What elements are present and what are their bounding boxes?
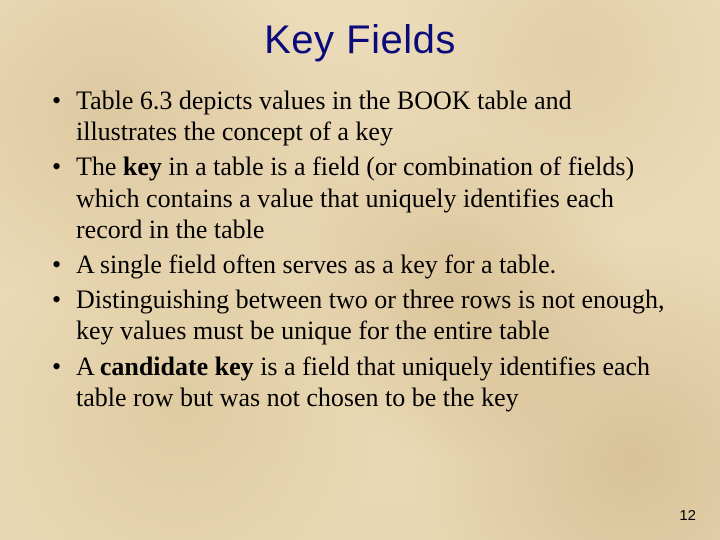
list-item: A candidate key is a field that uniquely… xyxy=(46,351,674,413)
bullet-text-pre: A single field often serves as a key for… xyxy=(76,250,556,279)
bullet-text-pre: A xyxy=(76,352,100,381)
slide: Key Fields Table 6.3 depicts values in t… xyxy=(0,0,720,540)
bullet-list: Table 6.3 depicts values in the BOOK tab… xyxy=(40,85,680,413)
bullet-text-pre: Table 6.3 depicts values in the BOOK tab… xyxy=(76,86,572,146)
bullet-text-pre: Distinguishing between two or three rows… xyxy=(76,285,665,345)
bullet-text-bold: candidate key xyxy=(100,352,254,381)
page-number: 12 xyxy=(679,507,696,524)
bullet-text-pre: The xyxy=(76,152,123,181)
slide-title: Key Fields xyxy=(40,18,680,63)
list-item: Table 6.3 depicts values in the BOOK tab… xyxy=(46,85,674,147)
list-item: A single field often serves as a key for… xyxy=(46,249,674,280)
list-item: Distinguishing between two or three rows… xyxy=(46,284,674,346)
list-item: The key in a table is a field (or combin… xyxy=(46,151,674,245)
bullet-text-bold: key xyxy=(123,152,162,181)
